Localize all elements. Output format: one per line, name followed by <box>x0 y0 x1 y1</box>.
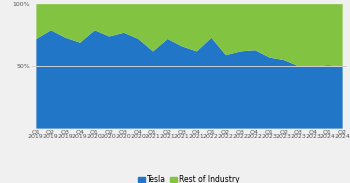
Legend: Tesla, Rest of Industry: Tesla, Rest of Industry <box>135 172 243 183</box>
